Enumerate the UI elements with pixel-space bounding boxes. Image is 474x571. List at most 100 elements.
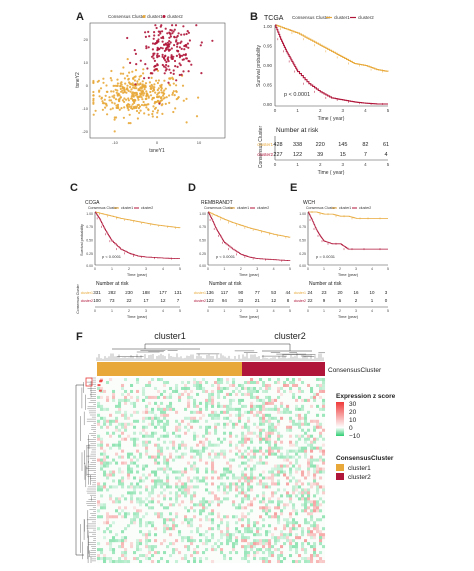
heatmap-cell	[247, 494, 251, 498]
heatmap-cell	[319, 530, 323, 534]
scatter-point-cluster1	[125, 98, 128, 101]
heatmap-cell	[196, 449, 200, 453]
heatmap-cell	[250, 500, 254, 504]
scatter-point-cluster2	[181, 54, 184, 57]
panel-b-risk-xtick-2: 2	[319, 162, 322, 167]
heatmap-cell	[247, 524, 251, 528]
heatmap-cell	[202, 551, 206, 555]
heatmap-cell	[313, 521, 317, 525]
heatmap-cell	[217, 452, 221, 456]
heatmap-cell	[247, 485, 251, 489]
heatmap-cell	[145, 524, 149, 528]
heatmap-cell	[166, 458, 170, 462]
heatmap-cell	[181, 473, 185, 477]
scatter-point-cluster1	[158, 91, 161, 94]
heatmap-cell	[151, 485, 155, 489]
heatmap-cell	[271, 494, 275, 498]
heatmap-cell	[202, 449, 206, 453]
heatmap-cell	[250, 509, 254, 513]
scatter-point-cluster2	[163, 43, 166, 46]
scatter-point-cluster1	[97, 79, 100, 82]
heatmap-cell	[244, 554, 248, 558]
heatmap-cell	[178, 428, 182, 432]
heatmap-cell	[127, 452, 131, 456]
heatmap-cell	[145, 503, 149, 507]
heatmap-cell	[280, 416, 284, 420]
heatmap-cell	[292, 518, 296, 522]
heatmap-cell	[217, 416, 221, 420]
heatmap-cell	[220, 548, 224, 552]
heatmap-cell	[274, 527, 278, 531]
scatter-point-cluster1	[133, 79, 136, 82]
heatmap-cell	[193, 485, 197, 489]
heatmap-cell	[229, 551, 233, 555]
heatmap-cell	[280, 440, 284, 444]
heatmap-cell	[232, 473, 236, 477]
heatmap-cell	[178, 425, 182, 429]
heatmap-cell	[154, 533, 158, 537]
heatmap-cell	[316, 383, 320, 387]
heatmap-cell	[205, 548, 209, 552]
heatmap-cell	[301, 548, 305, 552]
heatmap-cell	[241, 473, 245, 477]
heatmap-cell	[289, 515, 293, 519]
heatmap-cell	[259, 473, 263, 477]
km-curve-cluster2	[208, 211, 291, 261]
heatmap-cell	[187, 386, 191, 390]
heatmap-cell	[319, 407, 323, 411]
heatmap-cell	[274, 416, 278, 420]
heatmap-cell	[274, 446, 278, 450]
scatter-point-cluster2	[200, 41, 203, 44]
heatmap-cell	[271, 479, 275, 483]
heatmap-cell	[211, 491, 215, 495]
heatmap-cell	[253, 404, 257, 408]
heatmap-cell	[166, 524, 170, 528]
scatter-point-cluster1	[157, 79, 160, 82]
heatmap-cell	[307, 473, 311, 477]
heatmap-cell	[151, 410, 155, 414]
heatmap-cell	[232, 500, 236, 504]
heatmap-cell	[223, 449, 227, 453]
heatmap-cell	[193, 557, 197, 561]
heatmap-cell	[202, 389, 206, 393]
heatmap-cell	[235, 413, 239, 417]
km-curve-cluster1	[308, 211, 388, 219]
heatmap-cell	[178, 479, 182, 483]
scatter-point-cluster1	[172, 110, 175, 114]
heatmap-cell	[322, 458, 326, 462]
heatmap-cell	[214, 413, 218, 417]
heatmap-cell	[100, 407, 104, 411]
scatter-point-cluster2	[144, 35, 147, 39]
heatmap-cell	[283, 407, 287, 411]
heatmap-cell	[229, 398, 233, 402]
heatmap-cell	[112, 443, 116, 447]
heatmap-cell	[310, 461, 314, 465]
heatmap-cell	[295, 407, 299, 411]
heatmap-cell	[247, 380, 251, 385]
heatmap-cell	[115, 419, 119, 423]
heatmap-cell	[316, 470, 320, 474]
scatter-point-cluster1	[164, 87, 167, 90]
heatmap-cell	[154, 473, 158, 477]
scatter-point-cluster2	[186, 30, 189, 33]
scatter-point-cluster1	[136, 104, 139, 107]
scatter-point-cluster1	[145, 90, 148, 93]
heatmap-cell	[238, 530, 242, 534]
heatmap-cell	[283, 410, 287, 414]
panel-a-legend-title: Consensus Cluster	[108, 14, 147, 19]
scatter-point-cluster1	[157, 100, 160, 103]
heatmap-cell	[181, 452, 185, 456]
heatmap-cell	[268, 476, 272, 480]
heatmap-cell	[199, 452, 203, 456]
heatmap-cell	[271, 491, 275, 495]
scatter-point-cluster2	[167, 49, 171, 52]
scatter-point-cluster1	[127, 122, 130, 125]
heatmap-cell	[304, 431, 308, 435]
heatmap-cell	[202, 446, 206, 450]
panel-d-risk-c1-1: 117	[221, 290, 229, 295]
heatmap-cell	[301, 446, 305, 450]
heatmap-cell	[271, 536, 275, 540]
heatmap-cell	[139, 431, 143, 435]
scatter-point-cluster2	[161, 53, 164, 57]
panel-b-cohort: TCGA	[264, 15, 284, 22]
